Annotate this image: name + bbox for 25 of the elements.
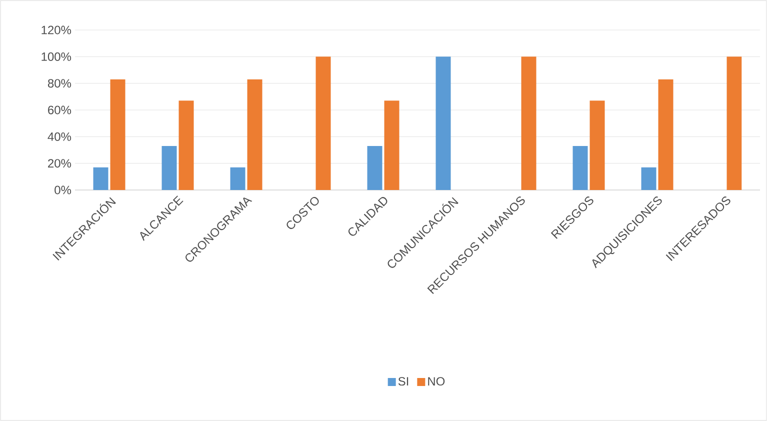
bar	[641, 167, 656, 190]
y-tick-label: 60%	[48, 106, 72, 114]
y-tick-label: 40%	[48, 132, 72, 141]
bar	[230, 167, 246, 190]
bar	[110, 79, 126, 190]
y-tick-label: 100%	[42, 52, 72, 61]
bar	[178, 100, 194, 190]
bar	[384, 100, 400, 190]
bar	[436, 56, 451, 190]
bar	[247, 79, 262, 190]
y-tick-label: 20%	[48, 159, 72, 168]
bar	[367, 146, 382, 190]
legend-label: SI	[398, 377, 408, 386]
bar	[93, 167, 108, 190]
legend-label: NO	[428, 377, 445, 386]
bar	[572, 146, 588, 190]
y-tick-label: 0%	[54, 186, 72, 194]
y-tick-label: 80%	[48, 79, 72, 88]
bar	[590, 100, 605, 190]
bar	[316, 56, 331, 190]
y-tick-label: 120%	[42, 26, 72, 34]
bar	[658, 79, 674, 190]
bar	[726, 56, 742, 190]
bar	[162, 146, 177, 190]
bar	[521, 56, 536, 190]
